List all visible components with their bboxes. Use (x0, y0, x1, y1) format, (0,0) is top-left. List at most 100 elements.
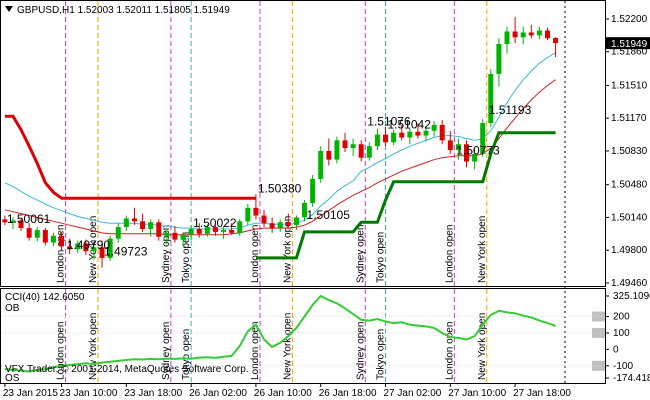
y-tick-label: 1.51860 (611, 47, 648, 58)
candle-body (237, 221, 243, 233)
footer: VFX Trader, © 2001-2014, MetaQuotes Soft… (5, 364, 249, 375)
level-box (592, 360, 605, 371)
candle-body (50, 235, 56, 243)
candle-body (59, 235, 65, 247)
candle-body (512, 31, 518, 38)
candle-body (342, 140, 348, 149)
y-tick-label: 1.50140 (611, 212, 648, 223)
candle-body (221, 229, 227, 232)
level-box (592, 311, 605, 322)
cci-title: CCI(40) 142.6050 (5, 292, 85, 303)
y-tick-label: 200 (613, 312, 630, 323)
x-tick-label: 23 Jan 18:00 (124, 388, 182, 399)
candle-body (18, 220, 24, 229)
candle-body (544, 30, 550, 39)
price-annotation: 1.50061 (7, 212, 51, 226)
candle-body (99, 247, 105, 258)
session-label: New York open (477, 216, 488, 283)
price-annotation: 1.51193 (489, 103, 532, 117)
candle-body (123, 218, 129, 228)
candle-body (391, 132, 397, 143)
candle-body (26, 228, 32, 238)
candle-body (399, 132, 405, 138)
cci-frame (0, 288, 606, 384)
candle-body (148, 222, 154, 230)
session-label: Tokyo open (181, 329, 192, 380)
candle-body (528, 32, 534, 36)
candle-body (423, 130, 429, 136)
session-label: London open (444, 225, 455, 283)
candle-body (34, 229, 40, 238)
session-label: New York open (282, 216, 293, 283)
session-label: Tokyo open (376, 329, 387, 380)
y-tick-label: 1.49460 (611, 278, 648, 289)
session-label: Tokyo open (376, 232, 387, 283)
candle-body (472, 153, 478, 162)
session-label: London open (444, 322, 455, 380)
candle-body (464, 144, 470, 162)
zone-label: OS (5, 373, 20, 384)
indicator-line (4, 114, 256, 200)
candle-body (366, 146, 372, 158)
candle-body (204, 227, 210, 234)
candle-body (75, 243, 81, 250)
candle-body (293, 217, 299, 226)
candle-body (245, 207, 251, 222)
candle-body (326, 150, 332, 160)
session-label: New York open (282, 313, 293, 380)
candle-body (2, 219, 8, 223)
x-tick-label: 26 Jan 10:00 (254, 388, 312, 399)
candle-body (318, 150, 324, 179)
price-annotation: 1.51042 (388, 118, 432, 132)
session-label: London open (56, 322, 67, 380)
candle-body (334, 140, 340, 160)
price-annotation: 1.49790 (67, 238, 111, 252)
indicator-line (255, 131, 556, 260)
candle-body (164, 232, 170, 237)
x-tick-label: 23 Jan 2015 (3, 388, 58, 399)
session-label: Sydney open (355, 225, 366, 283)
candle-body (140, 221, 146, 230)
candle-body (10, 220, 16, 223)
last-price-label: 1.51949 (611, 39, 648, 50)
candle-body (212, 227, 218, 232)
y-tick-label: 1.50480 (611, 180, 648, 191)
session-label: London open (250, 322, 261, 380)
session-label: New York open (477, 313, 488, 380)
candle-body (553, 37, 559, 44)
menu-icon (5, 6, 13, 12)
candle-body (277, 222, 283, 229)
candle-body (229, 229, 235, 233)
x-tick-label: 27 Jan 18:00 (513, 388, 571, 399)
y-tick-label: 1.51170 (611, 113, 647, 124)
cci-line (4, 294, 556, 373)
session-label: Sydney open (161, 322, 172, 380)
candle-body (488, 73, 494, 124)
candle-body (42, 229, 48, 243)
candle-body (407, 131, 413, 138)
price-annotation: 1.51076 (367, 114, 411, 128)
x-tick-label: 26 Jan 02:00 (189, 388, 247, 399)
candle-body (447, 140, 453, 151)
y-tick-label: -100 (613, 361, 633, 372)
candle-body (302, 203, 308, 218)
main-frame (0, 0, 606, 287)
session-label: Sydney open (355, 322, 366, 380)
price-annotation: 1.50105 (307, 208, 351, 222)
price-annotation: 1.50773 (456, 143, 500, 157)
candle-body (196, 229, 202, 234)
y-tick-label: 1.50830 (611, 146, 648, 157)
candle-body (180, 234, 186, 240)
last-price-box (606, 37, 650, 50)
candle-body (496, 44, 502, 74)
session-label: Sydney open (161, 225, 172, 283)
candle-body (439, 124, 445, 141)
candle-body (188, 229, 194, 235)
candle-body (83, 243, 89, 252)
candle-body (107, 238, 113, 258)
candle-body (504, 31, 510, 45)
candle-body (350, 144, 356, 149)
candle-body (172, 232, 178, 240)
